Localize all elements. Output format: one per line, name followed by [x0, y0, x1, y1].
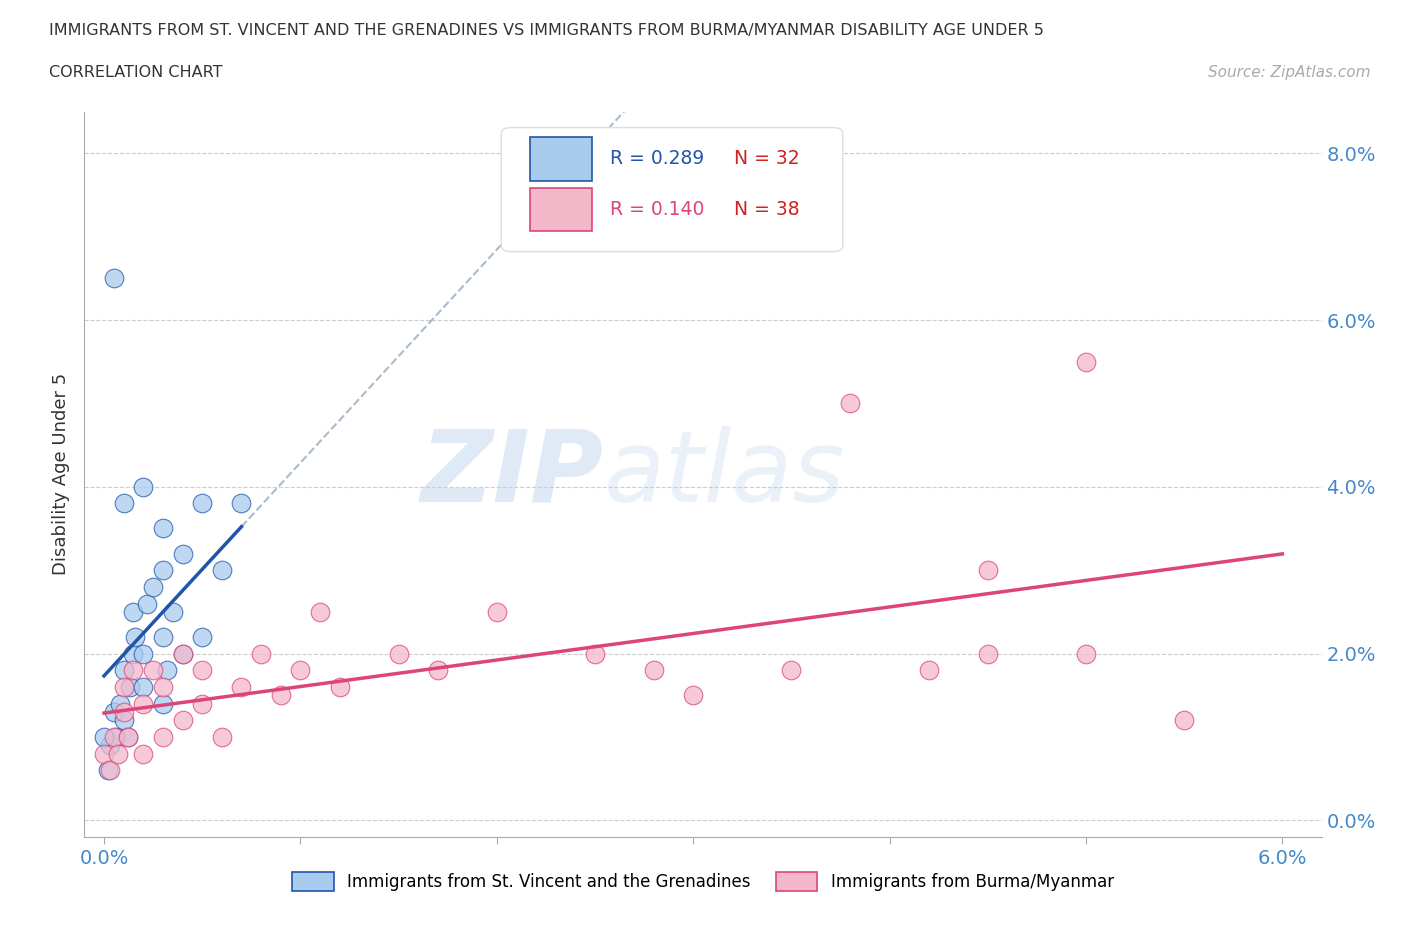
Point — [117, 729, 139, 744]
Y-axis label: Disability Age Under 5: Disability Age Under 5 — [52, 373, 70, 576]
Text: N = 32: N = 32 — [734, 149, 800, 168]
Point — [172, 546, 194, 561]
Point — [977, 563, 1000, 578]
Point — [136, 596, 159, 611]
Point — [93, 729, 115, 744]
Point — [112, 663, 135, 678]
Point — [172, 646, 194, 661]
Text: CORRELATION CHART: CORRELATION CHART — [49, 65, 222, 80]
Point — [329, 680, 352, 695]
Point — [211, 729, 233, 744]
Point — [108, 697, 131, 711]
Point — [122, 604, 145, 619]
Point — [162, 604, 184, 619]
Text: R = 0.289: R = 0.289 — [610, 149, 704, 168]
Point — [583, 646, 606, 661]
Point — [103, 705, 125, 720]
Point — [250, 646, 273, 661]
Point — [112, 712, 135, 727]
Point — [132, 697, 155, 711]
Point — [191, 496, 214, 511]
Point — [122, 646, 145, 661]
Point — [152, 729, 174, 744]
Text: R = 0.140: R = 0.140 — [610, 200, 704, 219]
Point — [112, 496, 135, 511]
Point — [1074, 354, 1097, 369]
Point — [104, 729, 127, 744]
Point — [132, 646, 155, 661]
Text: ZIP: ZIP — [420, 426, 605, 523]
Point — [191, 663, 214, 678]
Point — [152, 521, 174, 536]
FancyBboxPatch shape — [530, 137, 592, 180]
Point — [485, 604, 508, 619]
Text: atlas: atlas — [605, 426, 845, 523]
Point — [387, 646, 409, 661]
Point — [152, 697, 174, 711]
Point — [918, 663, 941, 678]
Point — [152, 630, 174, 644]
Point — [643, 663, 665, 678]
Point — [172, 646, 194, 661]
Text: IMMIGRANTS FROM ST. VINCENT AND THE GRENADINES VS IMMIGRANTS FROM BURMA/MYANMAR : IMMIGRANTS FROM ST. VINCENT AND THE GREN… — [49, 23, 1045, 38]
Point — [122, 663, 145, 678]
Point — [290, 663, 312, 678]
Point — [231, 680, 253, 695]
Point — [142, 579, 165, 594]
Point — [152, 563, 174, 578]
Text: N = 38: N = 38 — [734, 200, 800, 219]
Point — [231, 496, 253, 511]
Point — [682, 688, 704, 703]
Point — [98, 763, 121, 777]
Point — [93, 746, 115, 761]
Point — [309, 604, 332, 619]
Point — [426, 663, 449, 678]
Point — [132, 479, 155, 494]
Legend: Immigrants from St. Vincent and the Grenadines, Immigrants from Burma/Myanmar: Immigrants from St. Vincent and the Gren… — [285, 865, 1121, 897]
Point — [1173, 712, 1195, 727]
Point — [132, 680, 155, 695]
FancyBboxPatch shape — [530, 188, 592, 232]
Point — [112, 680, 135, 695]
Point — [98, 737, 121, 752]
Point — [1074, 646, 1097, 661]
Point — [152, 680, 174, 695]
Point — [780, 663, 803, 678]
Point — [142, 663, 165, 678]
Point — [117, 729, 139, 744]
Point — [211, 563, 233, 578]
Point — [191, 697, 214, 711]
Point — [97, 763, 120, 777]
Point — [191, 630, 214, 644]
Point — [118, 680, 141, 695]
Point — [103, 271, 125, 286]
Point — [124, 630, 146, 644]
FancyBboxPatch shape — [502, 127, 842, 252]
Point — [156, 663, 179, 678]
Point — [977, 646, 1000, 661]
Point — [839, 396, 862, 411]
Point — [172, 712, 194, 727]
Point — [107, 746, 129, 761]
Point — [112, 705, 135, 720]
Point — [270, 688, 292, 703]
Point — [132, 746, 155, 761]
Text: Source: ZipAtlas.com: Source: ZipAtlas.com — [1208, 65, 1371, 80]
Point — [103, 729, 125, 744]
